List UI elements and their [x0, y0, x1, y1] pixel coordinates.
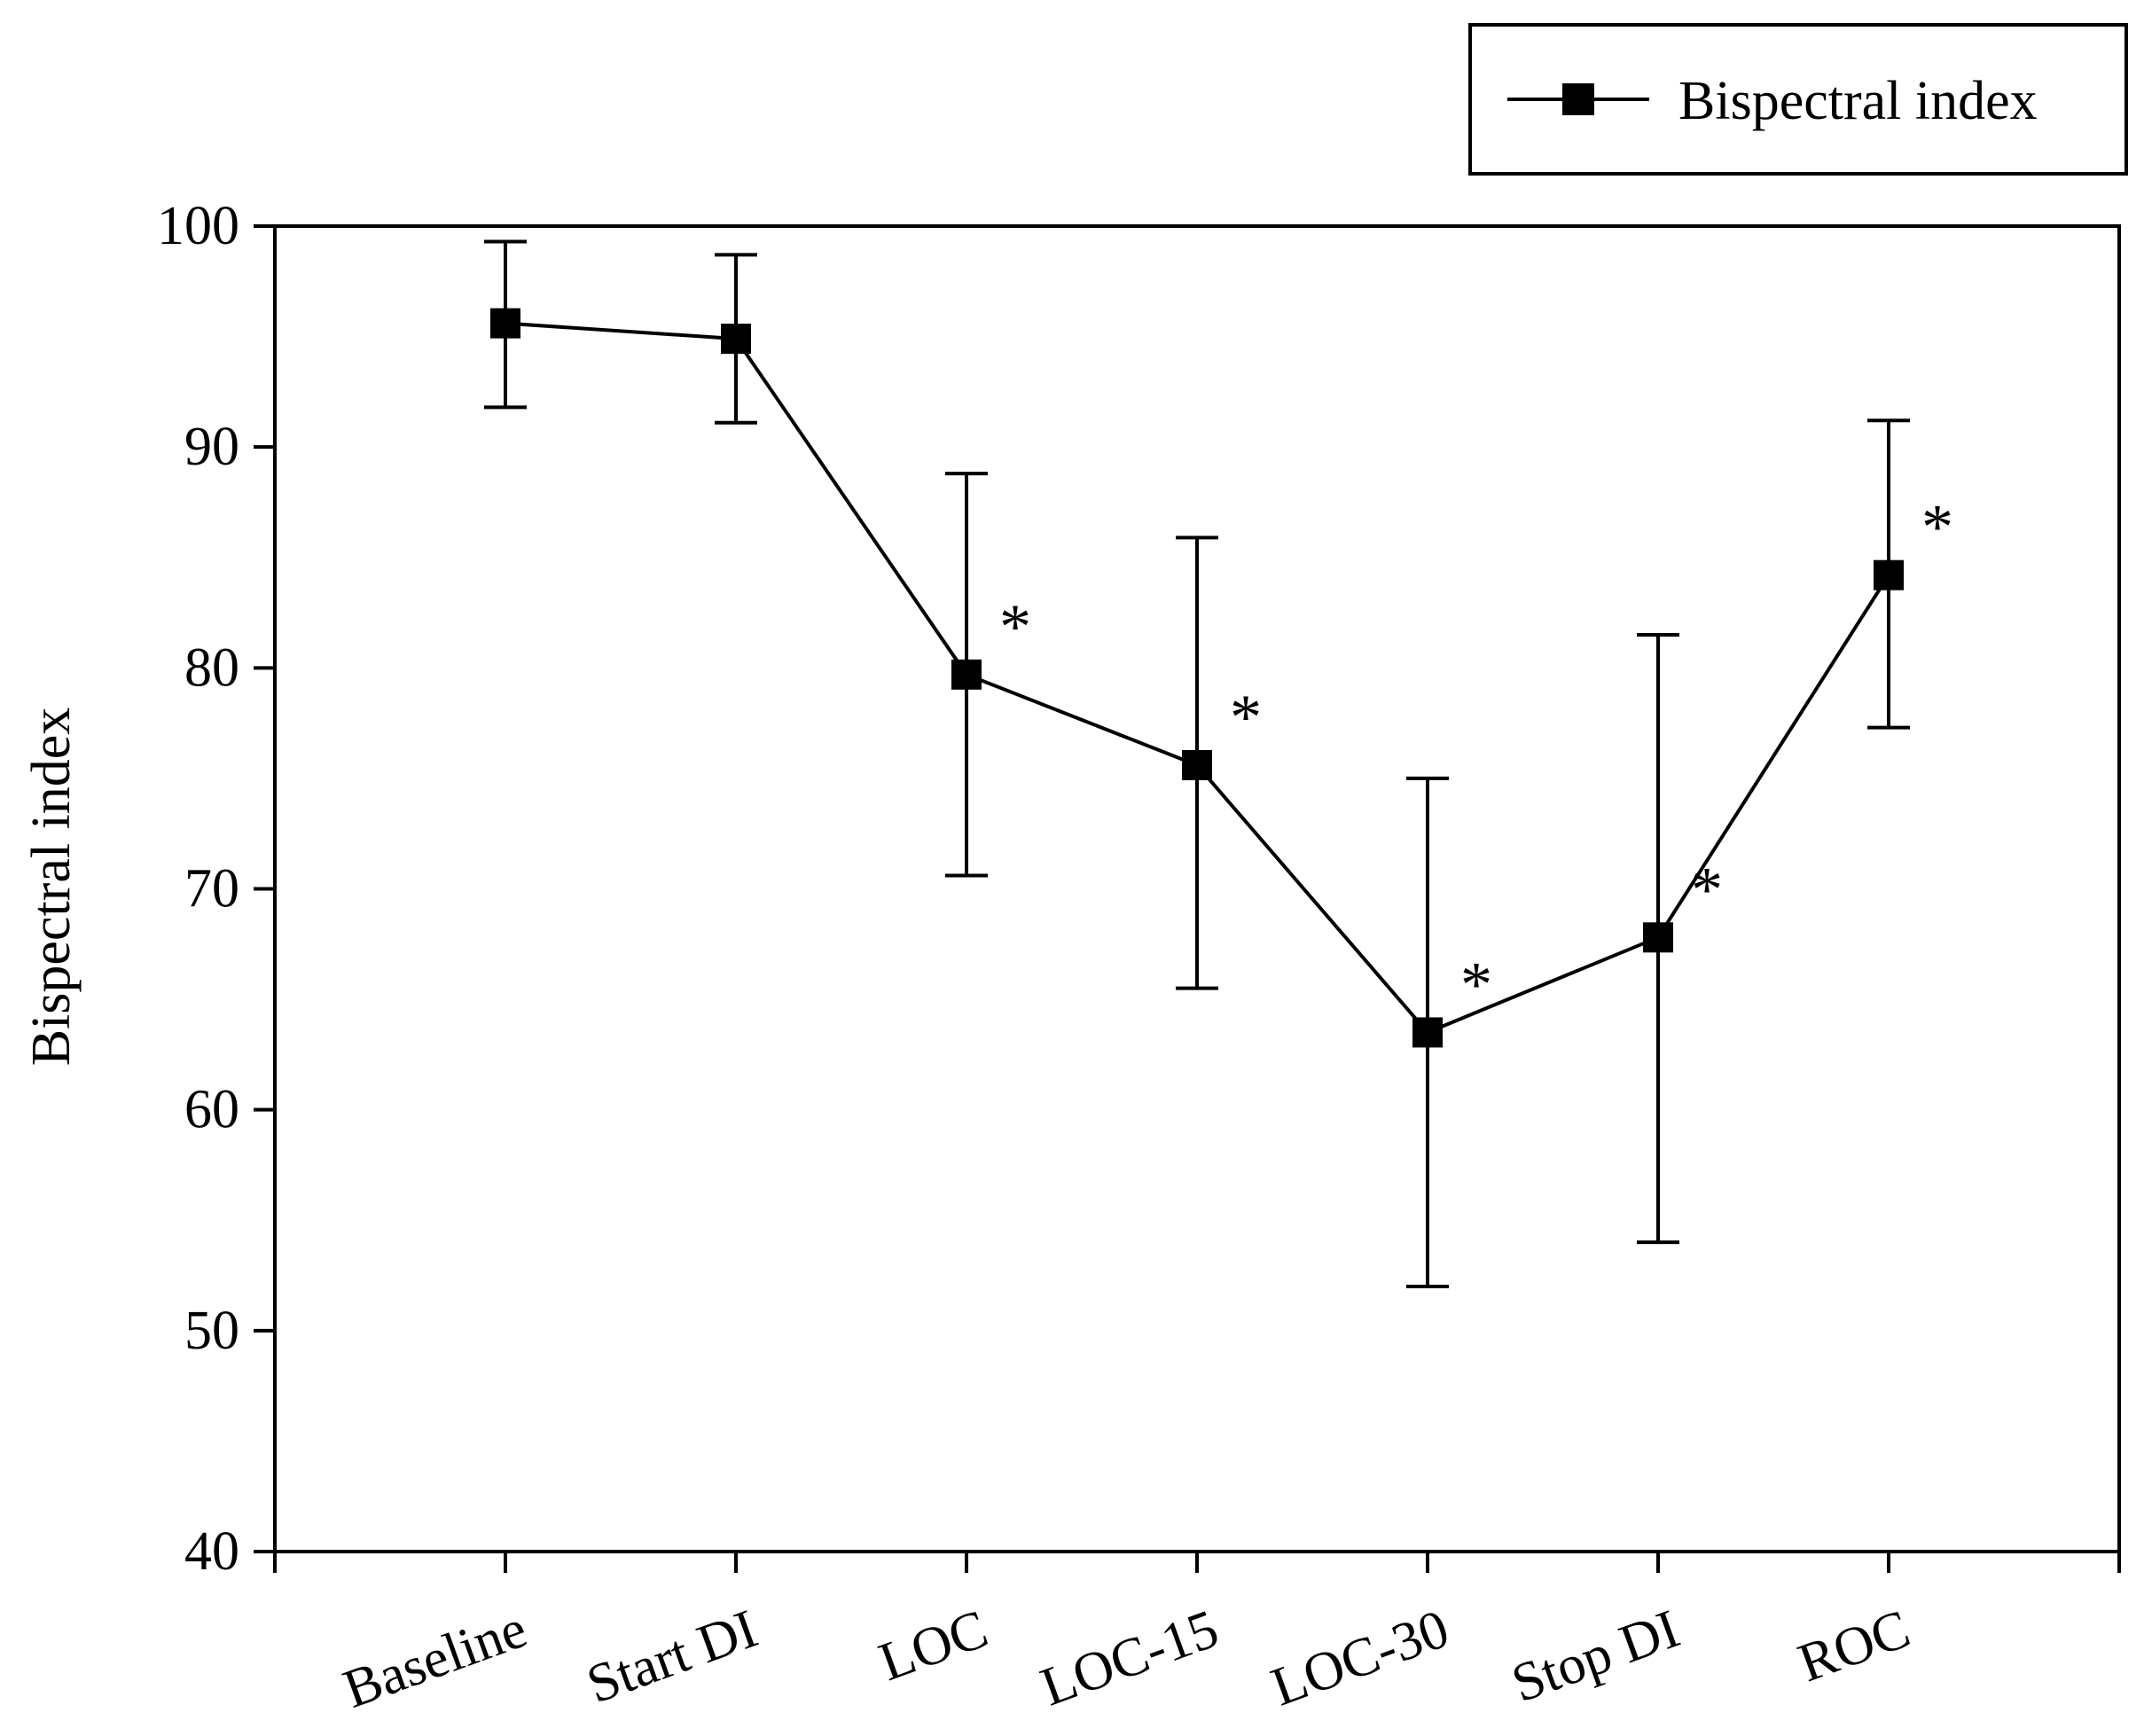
y-axis: 40 50 60 70 80 90 100	[157, 196, 275, 1582]
data-point	[490, 308, 520, 339]
x-tick-label: Stop DI	[1505, 1599, 1687, 1714]
data-point	[721, 324, 751, 355]
data-point	[1182, 749, 1212, 780]
y-tick-label: 40	[184, 1521, 239, 1582]
y-tick-label: 100	[157, 196, 239, 256]
x-tick-label: LOC	[872, 1599, 996, 1693]
significance-marker: *	[1460, 949, 1492, 1020]
series-layer: * * * * *	[484, 239, 1953, 1288]
y-tick-label: 90	[184, 417, 239, 477]
x-tick-label: Start DI	[579, 1599, 764, 1716]
x-tick-label: Baseline	[336, 1599, 535, 1720]
legend-label: Bispectral index	[1678, 71, 2038, 131]
significance-marker: *	[1691, 854, 1723, 925]
data-point	[1874, 559, 1904, 590]
significance-marker: *	[999, 591, 1031, 662]
y-tick-label: 60	[184, 1080, 239, 1140]
x-tick-label: LOC-30	[1264, 1599, 1456, 1718]
x-axis: Baseline Start DI LOC LOC-15 LOC-30 Stop DI RO…	[273, 1552, 2121, 1720]
data-point	[951, 659, 982, 690]
legend-marker	[1562, 83, 1594, 115]
data-point	[1412, 1017, 1443, 1048]
data-point	[1643, 922, 1673, 953]
legend: Bispectral index	[1468, 23, 2128, 176]
significance-marker: *	[1921, 492, 1953, 563]
x-tick-label: ROC	[1791, 1599, 1918, 1694]
y-axis-label: Bispectral index	[21, 708, 82, 1067]
y-tick-label: 70	[184, 859, 239, 919]
significance-marker: *	[1230, 682, 1262, 753]
x-tick-label: LOC-15	[1033, 1599, 1225, 1718]
y-tick-label: 50	[184, 1301, 239, 1361]
y-tick-label: 80	[184, 637, 239, 698]
